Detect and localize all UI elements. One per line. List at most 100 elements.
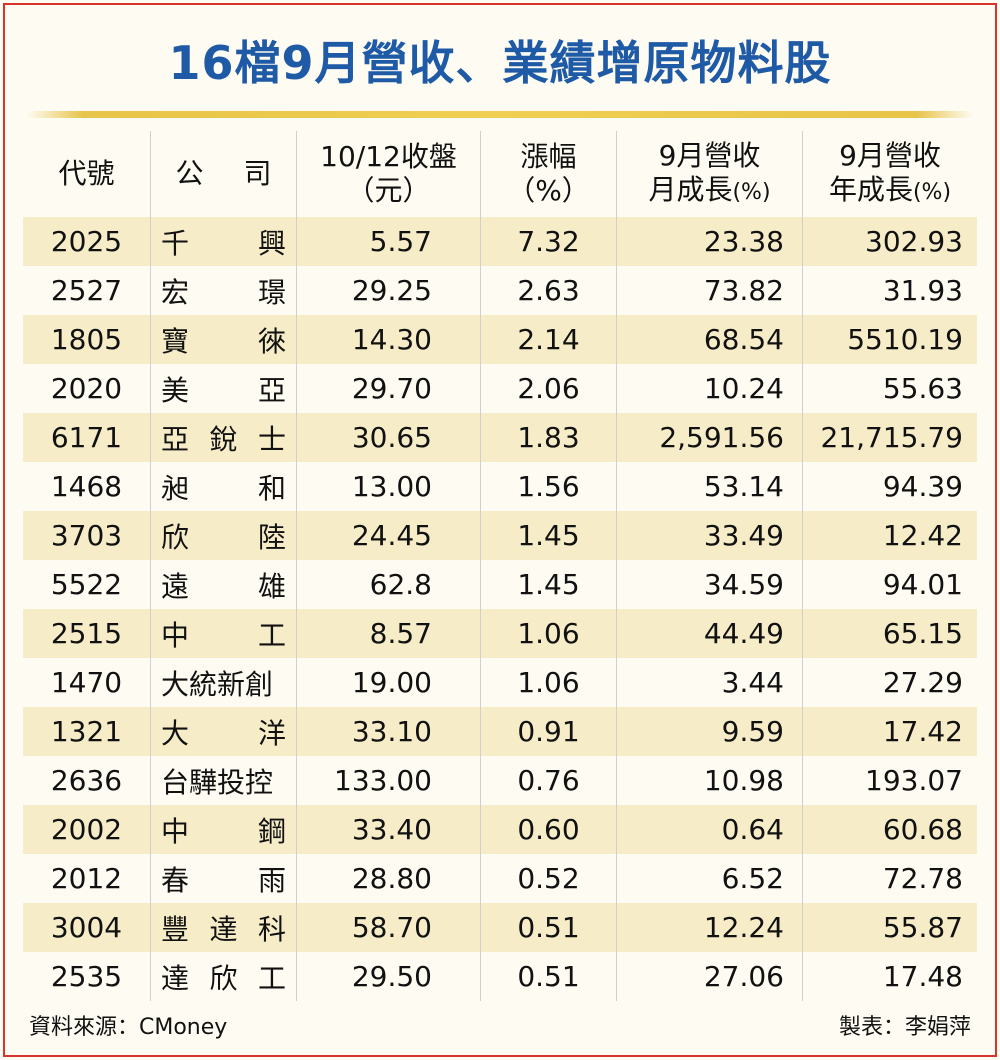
company-name-part: 欣 [209,961,238,995]
table-row: 2020 美亞 29.70 2.06 10.24 55.63 [23,364,977,413]
table-row: 1321 大洋 33.10 0.91 9.59 17.42 [23,707,977,756]
company-name: 豐達科 [161,908,286,948]
table-body: 2025 千興 5.57 7.32 23.38 302.93 2527 宏璟 29.25 2.63… [23,217,977,1001]
company-name-part: 千 [161,226,190,260]
table-row: 3004 豐達科 58.70 0.51 12.24 55.87 [23,903,977,952]
company-name-part: 達 [209,912,238,946]
company-name-part: 鋼 [257,814,286,848]
company-name-part: 亞 [161,422,190,456]
cell-change: 0.91 [481,707,617,756]
cell-change: 2.14 [481,315,617,364]
cell-code: 2535 [23,952,151,1001]
header-mom-label: 月成長 [648,172,733,206]
table-row: 2636 台驊投控 133.00 0.76 10.98 193.07 [23,756,977,805]
cell-change: 1.45 [481,560,617,609]
table-row: 2012 春雨 28.80 0.52 6.52 72.78 [23,854,977,903]
cell-code: 5522 [23,560,151,609]
cell-close: 29.50 [297,952,481,1001]
company-name: 達欣工 [161,957,286,997]
cell-change: 2.63 [481,266,617,315]
company-name-part: 中 [161,618,190,652]
header-close: 10/12收盤 （元） [297,131,481,217]
header-change-line1: 漲幅 [520,140,577,173]
cell-code: 2636 [23,756,151,805]
cell-yoy: 17.48 [882,960,963,993]
company-name-part: 工 [257,618,286,652]
cell-change: 2.06 [481,364,617,413]
company-name-part: 洋 [257,716,286,750]
cell-change: 0.52 [481,854,617,903]
cell-change: 1.83 [481,413,617,462]
cell-mom: 27.06 [617,952,803,1001]
cell-close: 29.25 [297,266,481,315]
cell-company: 豐達科 [151,903,297,952]
company-name-part: 宏 [161,275,190,309]
company-name: 亞銳士 [161,418,286,458]
cell-code: 2527 [23,266,151,315]
cell-yoy: 21,715.79 [820,421,963,454]
cell-close: 19.00 [297,658,481,707]
company-name: 春雨 [161,859,286,899]
table-row: 2025 千興 5.57 7.32 23.38 302.93 [23,217,977,266]
header-company-char: 司 [243,157,272,190]
company-name-part: 台驊投控 [161,765,274,799]
company-name-part: 美 [161,373,190,407]
cell-mom: 12.24 [617,903,803,952]
cell-yoy: 27.29 [882,666,963,699]
header-mom: 9月營收 月成長(%) [617,131,803,217]
cell-change: 1.06 [481,609,617,658]
cell-close: 13.00 [297,462,481,511]
footer: 資料來源：CMoney 製表：李娟萍 [29,1009,975,1041]
header-yoy: 9月營收 年成長(%) [803,131,977,217]
cell-yoy: 5510.19 [847,323,963,356]
header-close-line2: （元） [346,174,431,207]
cell-close: 33.10 [297,707,481,756]
cell-company: 亞銳士 [151,413,297,462]
table-row: 5522 遠雄 62.8 1.45 34.59 94.01 [23,560,977,609]
cell-close: 58.70 [297,903,481,952]
company-name: 昶和 [161,467,286,507]
cell-code: 3703 [23,511,151,560]
cell-yoy: 17.42 [882,715,963,748]
cell-code: 2020 [23,364,151,413]
cell-company: 寶徠 [151,315,297,364]
company-name: 遠雄 [161,565,286,605]
company-name: 欣陸 [161,516,286,556]
header-company-char: 公 [175,157,204,190]
company-name-part: 雨 [257,863,286,897]
table-row: 3703 欣陸 24.45 1.45 33.49 12.42 [23,511,977,560]
cell-close: 14.30 [297,315,481,364]
cell-yoy: 94.39 [882,470,963,503]
header-code: 代號 [23,131,151,217]
company-name: 宏璟 [161,271,286,311]
cell-mom: 6.52 [617,854,803,903]
table-row: 2527 宏璟 29.25 2.63 73.82 31.93 [23,266,977,315]
cell-yoy: 12.42 [882,519,963,552]
header-change-line2: （%） [507,174,590,207]
company-name: 美亞 [161,369,286,409]
company-name: 中工 [161,614,286,654]
table-row: 1470 大統新創 19.00 1.06 3.44 27.29 [23,658,977,707]
cell-close: 30.65 [297,413,481,462]
company-name-part: 春 [161,863,190,897]
table-row: 1805 寶徠 14.30 2.14 68.54 5510.19 [23,315,977,364]
cell-mom: 73.82 [617,266,803,315]
cell-close: 33.40 [297,805,481,854]
company-name-part: 大統新創 [161,667,274,701]
company-name-part: 科 [257,912,286,946]
cell-mom: 33.49 [617,511,803,560]
table-row: 6171 亞銳士 30.65 1.83 2,591.56 21,715.79 [23,413,977,462]
company-name-part: 遠 [161,569,190,603]
company-name-part: 寶 [161,324,190,358]
company-name-part: 銳 [209,422,238,456]
cell-close: 29.70 [297,364,481,413]
company-name-part: 士 [257,422,286,456]
cell-code: 2025 [23,217,151,266]
cell-yoy: 55.87 [882,911,963,944]
header-change: 漲幅 （%） [481,131,617,217]
company-name-part: 中 [161,814,190,848]
company-name-part: 大 [161,716,190,750]
header-yoy-line2: 年成長(%) [829,173,951,210]
cell-mom: 3.44 [617,658,803,707]
cell-close: 28.80 [297,854,481,903]
